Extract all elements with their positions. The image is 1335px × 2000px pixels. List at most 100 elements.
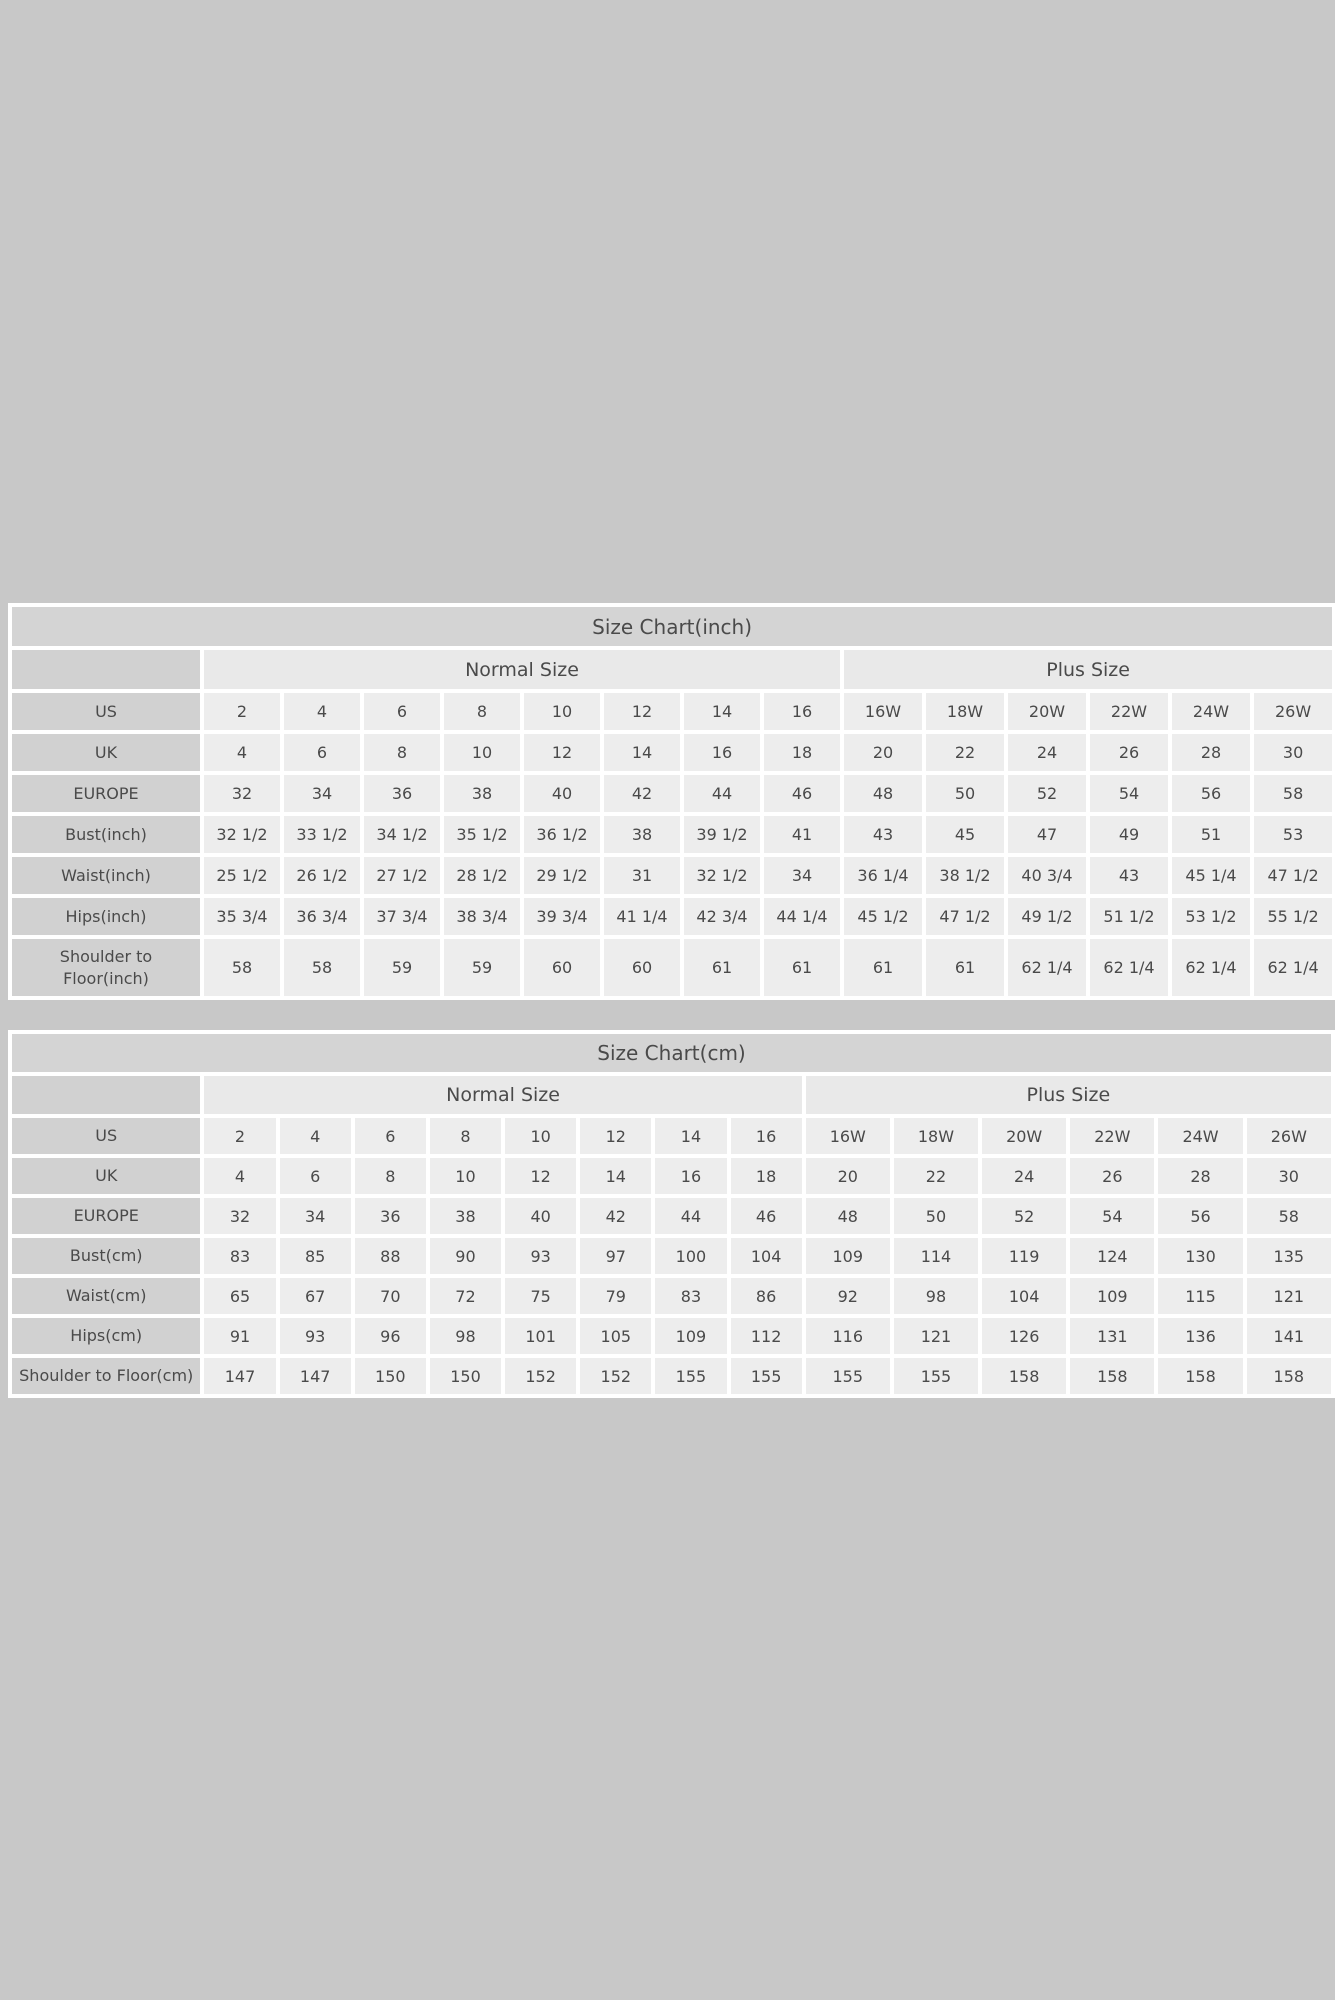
size-chart-cm-section: Size Chart(cm) Normal Size Plus Size US 2… <box>8 1030 1335 1398</box>
size-cell: 101 <box>505 1318 577 1354</box>
row-label: EUROPE <box>12 775 200 812</box>
row-label: Bust(cm) <box>12 1238 201 1274</box>
size-cell: 14 <box>604 734 680 771</box>
size-cell: 59 <box>444 939 520 996</box>
empty-corner-cell <box>12 650 200 689</box>
size-cell: 6 <box>279 1158 351 1194</box>
size-cell: 49 1/2 <box>1008 898 1086 935</box>
size-cell: 62 1/4 <box>1254 939 1333 996</box>
size-cell: 6 <box>354 1118 426 1154</box>
size-cell: 105 <box>580 1318 652 1354</box>
size-cell: 30 <box>1254 734 1333 771</box>
size-cell: 158 <box>1070 1358 1155 1394</box>
size-cell: 20 <box>844 734 922 771</box>
size-cell: 58 <box>1246 1198 1331 1234</box>
size-cell: 54 <box>1070 1198 1155 1234</box>
row-label: UK <box>12 734 200 771</box>
size-cell: 14 <box>580 1158 652 1194</box>
size-cell: 10 <box>524 693 600 730</box>
size-cell: 32 1/2 <box>204 816 280 853</box>
size-cell: 40 3/4 <box>1008 857 1086 894</box>
size-cell: 42 <box>604 775 680 812</box>
size-cell: 26W <box>1254 693 1333 730</box>
table-row: Shoulder to Floor(cm) 147 147 150 150 152 152 1… <box>12 1358 1331 1394</box>
size-cell: 158 <box>982 1358 1067 1394</box>
row-label: Waist(inch) <box>12 857 200 894</box>
size-cell: 10 <box>444 734 520 771</box>
size-cell: 131 <box>1070 1318 1155 1354</box>
size-cell: 98 <box>429 1318 502 1354</box>
size-cell: 36 3/4 <box>284 898 360 935</box>
size-cell: 56 <box>1158 1198 1243 1234</box>
size-cell: 45 <box>926 816 1004 853</box>
size-cell: 40 <box>505 1198 577 1234</box>
table-row: Hips(cm) 91 93 96 98 101 105 109 112 116 121 126 131… <box>12 1318 1331 1354</box>
size-cell: 61 <box>764 939 840 996</box>
size-cell: 12 <box>524 734 600 771</box>
size-cell: 100 <box>655 1238 727 1274</box>
size-cell: 61 <box>844 939 922 996</box>
size-cell: 104 <box>730 1238 802 1274</box>
size-cell: 47 1/2 <box>1254 857 1333 894</box>
table-title: Size Chart(inch) <box>12 607 1333 646</box>
size-chart-inch-section: Size Chart(inch) Normal Size Plus Size U… <box>8 603 1335 1000</box>
size-cell: 147 <box>279 1358 351 1394</box>
size-cell: 30 <box>1246 1158 1331 1194</box>
size-cell: 22 <box>926 734 1004 771</box>
size-cell: 34 <box>279 1198 351 1234</box>
table-row: US 2 4 6 8 10 12 14 16 16W 18W 20W 22W 24W 26W <box>12 693 1333 730</box>
table-row: Bust(cm) 83 85 88 90 93 97 100 104 109 114 119 124 13… <box>12 1238 1331 1274</box>
size-cell: 155 <box>655 1358 727 1394</box>
size-cell: 70 <box>354 1278 426 1314</box>
size-cell: 26W <box>1246 1118 1331 1154</box>
size-cell: 24W <box>1158 1118 1243 1154</box>
size-cell: 6 <box>284 734 360 771</box>
size-cell: 48 <box>844 775 922 812</box>
size-cell: 47 <box>1008 816 1086 853</box>
row-label: Shoulder to Floor(cm) <box>12 1358 201 1394</box>
size-cell: 93 <box>279 1318 351 1354</box>
size-cell: 109 <box>655 1318 727 1354</box>
size-cell: 26 1/2 <box>284 857 360 894</box>
size-cell: 56 <box>1172 775 1250 812</box>
table-row: Hips(inch) 35 3/4 36 3/4 37 3/4 38 3/4 39 3/4… <box>12 898 1333 935</box>
size-cell: 58 <box>204 939 280 996</box>
size-cell: 43 <box>1090 857 1168 894</box>
size-cell: 50 <box>926 775 1004 812</box>
size-cell: 75 <box>505 1278 577 1314</box>
row-label: Shoulder to Floor(inch) <box>12 939 200 996</box>
size-cell: 114 <box>893 1238 979 1274</box>
size-cell: 38 <box>429 1198 502 1234</box>
size-cell: 61 <box>926 939 1004 996</box>
size-cell: 44 <box>655 1198 727 1234</box>
size-cell: 98 <box>893 1278 979 1314</box>
size-cell: 28 <box>1158 1158 1243 1194</box>
size-cell: 28 <box>1172 734 1250 771</box>
size-cell: 46 <box>730 1198 802 1234</box>
size-cell: 55 1/2 <box>1254 898 1333 935</box>
size-cell: 24 <box>982 1158 1067 1194</box>
size-cell: 72 <box>429 1278 502 1314</box>
size-cell: 16 <box>655 1158 727 1194</box>
size-cell: 38 1/2 <box>926 857 1004 894</box>
size-cell: 34 <box>284 775 360 812</box>
size-cell: 38 <box>444 775 520 812</box>
size-cell: 33 1/2 <box>284 816 360 853</box>
size-cell: 20W <box>982 1118 1067 1154</box>
table-row: Shoulder to Floor(inch) 58 58 59 59 60 60 61 61 6… <box>12 939 1333 996</box>
size-cell: 97 <box>580 1238 652 1274</box>
size-cell: 8 <box>354 1158 426 1194</box>
size-cell: 39 3/4 <box>524 898 600 935</box>
plus-size-header: Plus Size <box>844 650 1333 689</box>
size-cell: 52 <box>1008 775 1086 812</box>
size-cell: 90 <box>429 1238 502 1274</box>
size-cell: 18 <box>730 1158 802 1194</box>
size-cell: 36 1/4 <box>844 857 922 894</box>
size-cell: 49 <box>1090 816 1168 853</box>
size-cell: 67 <box>279 1278 351 1314</box>
size-cell: 16W <box>844 693 922 730</box>
size-cell: 10 <box>429 1158 502 1194</box>
size-cell: 22W <box>1070 1118 1155 1154</box>
table-row: US 2 4 6 8 10 12 14 16 16W 18W 20W 22W 24W 26W <box>12 1118 1331 1154</box>
size-cell: 18W <box>893 1118 979 1154</box>
